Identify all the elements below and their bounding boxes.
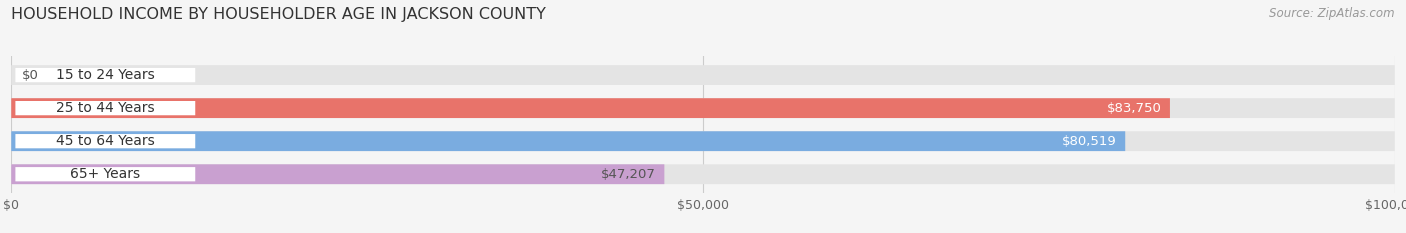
Text: $47,207: $47,207 xyxy=(602,168,657,181)
Text: Source: ZipAtlas.com: Source: ZipAtlas.com xyxy=(1270,7,1395,20)
FancyBboxPatch shape xyxy=(11,131,1125,151)
Text: $83,750: $83,750 xyxy=(1107,102,1161,115)
Text: $0: $0 xyxy=(22,69,39,82)
FancyBboxPatch shape xyxy=(15,134,195,148)
FancyBboxPatch shape xyxy=(11,164,665,184)
FancyBboxPatch shape xyxy=(15,68,195,82)
Text: $80,519: $80,519 xyxy=(1062,135,1116,148)
FancyBboxPatch shape xyxy=(15,101,195,115)
Text: 25 to 44 Years: 25 to 44 Years xyxy=(56,101,155,115)
Text: HOUSEHOLD INCOME BY HOUSEHOLDER AGE IN JACKSON COUNTY: HOUSEHOLD INCOME BY HOUSEHOLDER AGE IN J… xyxy=(11,7,546,22)
Text: 45 to 64 Years: 45 to 64 Years xyxy=(56,134,155,148)
Text: 15 to 24 Years: 15 to 24 Years xyxy=(56,68,155,82)
FancyBboxPatch shape xyxy=(15,167,195,181)
FancyBboxPatch shape xyxy=(11,65,1395,85)
FancyBboxPatch shape xyxy=(11,164,1395,184)
Text: 65+ Years: 65+ Years xyxy=(70,167,141,181)
FancyBboxPatch shape xyxy=(11,98,1170,118)
FancyBboxPatch shape xyxy=(11,98,1395,118)
FancyBboxPatch shape xyxy=(11,131,1395,151)
